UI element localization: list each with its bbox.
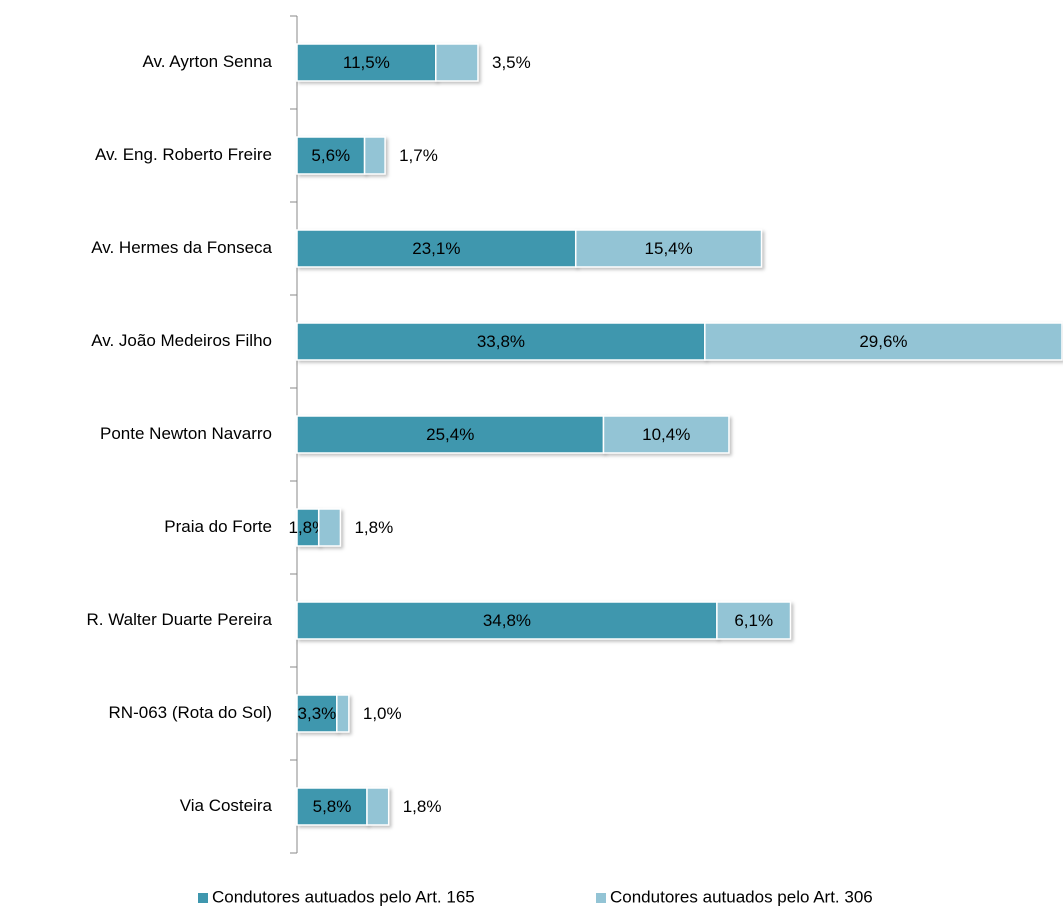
bar-segment — [363, 136, 386, 175]
data-label: 29,6% — [859, 332, 907, 351]
bar-segment — [602, 415, 730, 454]
data-label: 3,3% — [298, 704, 337, 723]
legend-swatch — [198, 893, 208, 903]
bar-segment — [296, 415, 605, 454]
y-tick-label: RN-063 (Rota do Sol) — [109, 703, 272, 722]
y-tick-label: Via Costeira — [180, 796, 273, 815]
data-label: 1,8% — [403, 797, 442, 816]
data-label: 1,7% — [399, 146, 438, 165]
bar-segment — [366, 787, 390, 826]
y-tick-label: Av. Hermes da Fonseca — [91, 238, 272, 257]
y-tick-label: R. Walter Duarte Pereira — [87, 610, 273, 629]
y-tick-label: Ponte Newton Navarro — [100, 424, 272, 443]
data-label: 11,5% — [343, 53, 390, 72]
bar-segment — [435, 43, 479, 82]
bar-segment — [296, 601, 718, 640]
legend-swatch — [596, 893, 606, 903]
data-label: 5,6% — [311, 146, 350, 165]
data-label: 5,8% — [313, 797, 352, 816]
bar-segment — [296, 43, 437, 82]
bar-segment — [296, 694, 338, 733]
data-label: 3,5% — [492, 53, 531, 72]
data-label: 25,4% — [426, 425, 474, 444]
data-label: 23,1% — [412, 239, 460, 258]
data-label: 10,4% — [642, 425, 690, 444]
y-tick-label: Av. Eng. Roberto Freire — [95, 145, 272, 164]
y-tick-label: Praia do Forte — [164, 517, 272, 536]
legend-label: Condutores autuados pelo Art. 165 — [212, 887, 475, 906]
bar-segment — [296, 136, 366, 175]
bar-segment — [336, 694, 350, 733]
bar-segment — [574, 229, 763, 268]
y-tick-label: Av. João Medeiros Filho — [91, 331, 272, 350]
legend-label: Condutores autuados pelo Art. 306 — [610, 887, 873, 906]
data-label: 6,1% — [734, 611, 773, 630]
bar-segment — [704, 322, 1063, 361]
data-label: 1,8% — [288, 518, 327, 537]
bar-segment — [716, 601, 792, 640]
data-label: 33,8% — [477, 332, 525, 351]
bar-segment — [296, 787, 368, 826]
data-label: 15,4% — [645, 239, 693, 258]
data-label: 1,0% — [363, 704, 402, 723]
data-label: 34,8% — [483, 611, 531, 630]
y-tick-label: Av. Ayrton Senna — [143, 52, 273, 71]
data-label: 1,8% — [354, 518, 393, 537]
bar-segment — [317, 508, 342, 547]
bar-segment — [296, 322, 706, 361]
